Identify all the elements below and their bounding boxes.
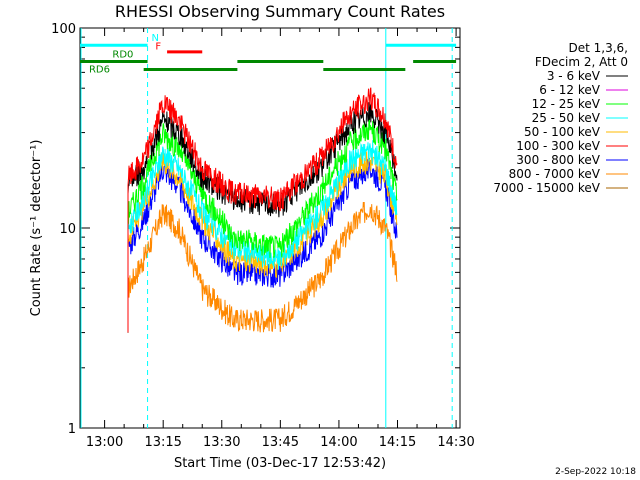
x-tick-label: 13:45 xyxy=(262,435,299,450)
x-tick-label: 14:15 xyxy=(379,435,416,450)
legend-header-line-2: FDecim 2, Att 0 xyxy=(535,55,628,69)
legend-entry-label: 800 - 7000 keV xyxy=(509,167,601,181)
vertical-lines-layer xyxy=(80,28,453,428)
series-layer xyxy=(127,87,398,333)
flag-label: RD6 xyxy=(89,64,110,75)
x-tick-label: 14:00 xyxy=(320,435,357,450)
y-tick-label: 1 xyxy=(68,422,76,437)
axis-ticks-layer: 13:00 13:15 13:30 13:45 14:00 14:15 14:30 1 10 10… xyxy=(51,22,475,450)
x-axis-label: Start Time (03-Dec-17 12:53:42) xyxy=(174,456,386,471)
x-tick-label: 13:00 xyxy=(86,435,123,450)
legend-entry-label: 100 - 300 keV xyxy=(516,139,600,153)
legend-entry-label: 12 - 25 keV xyxy=(532,97,601,111)
legend-header-line-1: Det 1,3,6, xyxy=(569,41,629,55)
x-tick-label: 13:15 xyxy=(144,435,181,450)
y-axis-label: Count Rate (s⁻¹ detector⁻¹) xyxy=(29,140,44,317)
series-line xyxy=(127,140,398,333)
x-tick-label: 14:30 xyxy=(437,435,474,450)
series-line xyxy=(127,201,398,333)
legend-entry-label: 50 - 100 keV xyxy=(524,125,601,139)
chart-title: RHESSI Observing Summary Count Rates xyxy=(115,2,445,21)
flag-label: N xyxy=(151,33,158,44)
flag-label: RD0 xyxy=(112,50,133,61)
legend-entry-label: 6 - 12 keV xyxy=(539,83,601,97)
series-line xyxy=(127,87,398,333)
legend-entry-label: 7000 - 15000 keV xyxy=(493,181,600,195)
legend-entry-label: 300 - 800 keV xyxy=(516,153,600,167)
y-tick-label: 100 xyxy=(51,22,76,37)
flag-label: F xyxy=(155,42,161,53)
legend-entry-label: 3 - 6 keV xyxy=(547,69,601,83)
legend-entry-label: 25 - 50 keV xyxy=(532,111,601,125)
y-tick-label: 10 xyxy=(59,222,76,237)
date-stamp: 2-Sep-2022 10:18 xyxy=(555,467,636,477)
x-tick-label: 13:30 xyxy=(203,435,240,450)
